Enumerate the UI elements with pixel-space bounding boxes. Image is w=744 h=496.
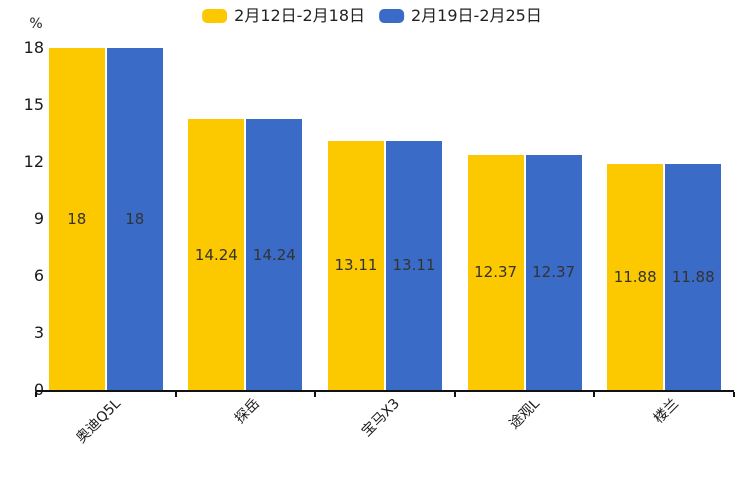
- x-axis-tick: [733, 392, 735, 397]
- bar-series1-楼兰: [607, 164, 664, 390]
- legend-swatch-icon: [202, 9, 228, 23]
- bar-value-label: 14.24: [194, 245, 238, 264]
- y-tick-label: 12: [23, 152, 44, 171]
- bar-series2-宝马X3: [386, 140, 442, 390]
- bar-value-label: 18: [125, 210, 145, 228]
- x-axis-line: [36, 390, 734, 392]
- x-axis-tick: [593, 392, 596, 397]
- y-tick-label: 6: [33, 266, 44, 285]
- legend: 2月12日-2月18日 2月19日-2月25日: [202, 7, 542, 25]
- x-category-label: 宝马X3: [358, 395, 404, 440]
- legend-swatch-icon: [379, 9, 404, 23]
- x-category-label: 楼兰: [651, 395, 683, 427]
- y-tick-label: 0: [0, 380, 44, 400]
- y-tick-label: 9: [33, 209, 44, 228]
- bar-value-label: 18: [67, 210, 87, 228]
- y-tick-label: 15: [23, 95, 44, 114]
- x-category-label: 探岳: [232, 395, 264, 427]
- x-axis-tick: [35, 392, 37, 397]
- x-axis-tick: [174, 392, 177, 397]
- x-axis-tick: [314, 392, 317, 397]
- y-tick-label: 3: [33, 323, 44, 342]
- y-axis-unit-label: %: [29, 16, 43, 32]
- bar-series2-探岳: [246, 119, 303, 390]
- bar-value-label: 14.24: [252, 245, 296, 264]
- bar-value-label: 13.11: [334, 256, 378, 275]
- bar-series1-奥迪Q5L: [48, 48, 105, 390]
- x-category-label: 奥迪Q5L: [73, 395, 124, 447]
- x-category-label: 途观L: [505, 395, 543, 433]
- legend-item-2[interactable]: 2月19日-2月25日: [379, 7, 542, 25]
- bar-value-label: 13.11: [392, 256, 436, 275]
- bar-series1-探岳: [188, 119, 245, 390]
- legend-label: 2月19日-2月25日: [411, 6, 542, 25]
- y-tick-label: 18: [23, 38, 44, 57]
- bar-value-label: 12.37: [474, 263, 518, 282]
- bar-value-label: 11.88: [613, 268, 657, 287]
- legend-label: 2月12日-2月18日: [234, 6, 365, 25]
- bar-value-label: 12.37: [532, 263, 576, 282]
- bar-series1-宝马X3: [328, 140, 384, 390]
- legend-item-1[interactable]: 2月12日-2月18日: [202, 7, 365, 25]
- bar-value-label: 11.88: [671, 268, 715, 287]
- bar-series1-途观L: [467, 154, 524, 390]
- bar-series2-奥迪Q5L: [106, 48, 163, 390]
- bar-series2-途观L: [525, 154, 582, 390]
- x-axis-tick: [453, 392, 456, 397]
- bar-series2-楼兰: [665, 164, 722, 390]
